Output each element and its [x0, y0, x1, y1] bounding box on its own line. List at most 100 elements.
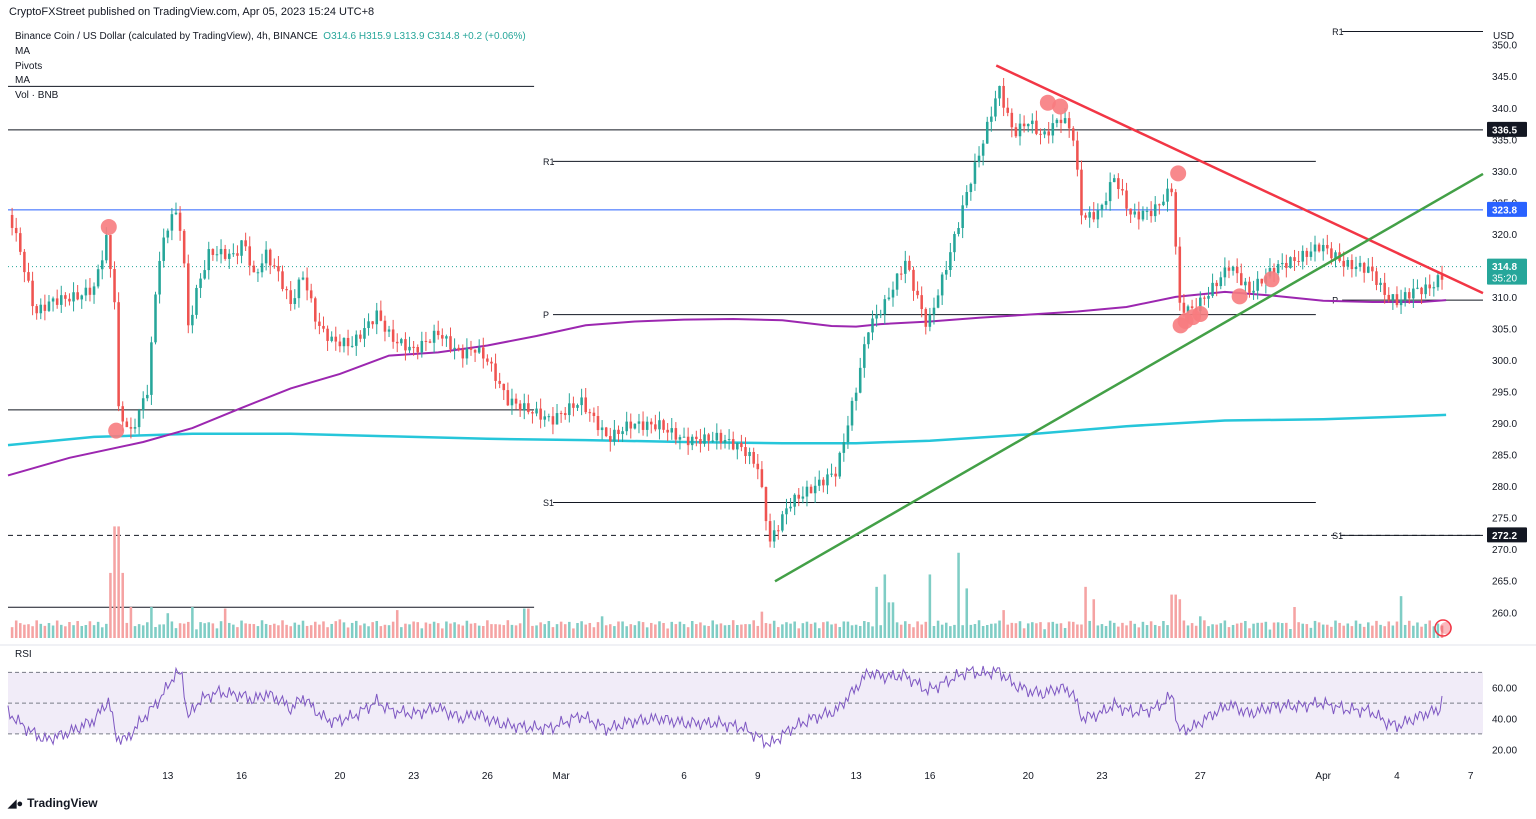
- indicator-ma-1[interactable]: MA: [15, 45, 30, 57]
- volume-bar-7: [39, 623, 43, 638]
- volume-bar-281: [1162, 621, 1165, 638]
- volume-bar-314: [1297, 622, 1300, 638]
- candle-body-315: [1301, 250, 1304, 262]
- candle-body-210: [871, 318, 874, 333]
- candle-body-87: [367, 321, 370, 329]
- price-tick-12: 285.0: [1492, 451, 1517, 462]
- candle-body-294: [1215, 282, 1218, 287]
- volume-bar-269: [1112, 622, 1116, 638]
- volume-bar-39: [170, 621, 174, 638]
- volume-bar-241: [998, 620, 1001, 638]
- candle-body-92: [387, 329, 391, 332]
- candle-body-244: [1010, 112, 1014, 128]
- volume-bar-290: [1199, 616, 1202, 638]
- volume-bar-138: [576, 623, 579, 638]
- price-tick-7: 310.0: [1492, 293, 1517, 304]
- candle-body-343: [1416, 287, 1419, 289]
- volume-bar-293: [1211, 624, 1214, 638]
- candle-body-291: [1203, 297, 1206, 299]
- candle-body-331: [1367, 266, 1370, 273]
- touch-markers: [100, 94, 1280, 439]
- volume-bar-44: [191, 607, 194, 638]
- candle-body-199: [826, 474, 829, 486]
- volume-bar-238: [985, 625, 989, 638]
- volume-bar-111: [465, 620, 469, 638]
- pivot-label-1: P: [543, 310, 549, 320]
- candle-body-114: [477, 347, 481, 353]
- volume-bar-165: [686, 627, 690, 638]
- candle-body-138: [576, 405, 579, 408]
- currency-label: USD: [1493, 31, 1514, 42]
- volume-bar-30: [133, 626, 137, 638]
- candle-body-18: [84, 287, 88, 296]
- volume-bar-248: [1026, 623, 1030, 638]
- volume-bar-123: [514, 625, 518, 638]
- volume-bar-340: [1403, 624, 1407, 638]
- candle-body-133: [555, 413, 559, 425]
- candle-body-11: [55, 298, 59, 305]
- volume-bar-224: [928, 574, 932, 638]
- volume-bar-86: [363, 623, 366, 638]
- volume-bar-160: [666, 628, 669, 638]
- volume-bar-173: [719, 623, 723, 638]
- volume-bar-32: [141, 625, 145, 638]
- volume-bar-228: [944, 622, 948, 638]
- volume-bar-263: [1088, 620, 1091, 638]
- footer-brand[interactable]: ◢● TradingView: [8, 796, 98, 810]
- candle-body-82: [346, 337, 350, 347]
- candle-body-317: [1309, 251, 1313, 257]
- trendlines[interactable]: [774, 64, 1484, 583]
- candle-body-38: [166, 230, 170, 238]
- indicator-ma-2[interactable]: MA: [15, 75, 30, 87]
- volume-bar-316: [1305, 624, 1309, 638]
- x-tick-5: Mar: [553, 771, 571, 782]
- candle-body-134: [559, 413, 563, 415]
- volume-bar-27: [121, 572, 124, 638]
- candle-body-193: [801, 496, 805, 499]
- candle-body-159: [662, 420, 665, 430]
- volume-bar-122: [510, 624, 514, 638]
- candle-body-209: [867, 332, 870, 345]
- candle-body-166: [690, 436, 694, 446]
- volume-bar-179: [744, 624, 747, 638]
- indicator-volume[interactable]: Vol · BNB: [15, 90, 59, 102]
- candle-body-53: [227, 253, 231, 259]
- volume-bar-205: [850, 625, 854, 638]
- candle-body-222: [920, 295, 923, 310]
- candle-body-23: [105, 235, 108, 261]
- candle-body-22: [100, 260, 104, 270]
- volume-bar-278: [1149, 621, 1153, 638]
- indicator-pivots[interactable]: Pivots: [15, 60, 43, 72]
- candle-body-54: [232, 253, 235, 255]
- volume-bar-130: [543, 624, 547, 638]
- x-tick-6: 6: [681, 771, 687, 782]
- volume-bar-104: [436, 623, 440, 638]
- volume-bar-108: [453, 622, 456, 638]
- volume-bar-24: [109, 572, 112, 638]
- candle-body-111: [465, 348, 469, 359]
- volume-bar-79: [334, 621, 338, 638]
- candle-body-252: [1043, 131, 1046, 135]
- candle-body-46: [199, 278, 202, 288]
- candle-body-60: [256, 272, 260, 274]
- volume-bar-193: [801, 623, 805, 638]
- volume-bar-189: [785, 622, 788, 638]
- candle-body-33: [146, 394, 149, 399]
- touch-marker-4: [1170, 165, 1187, 182]
- volume-bar-72: [305, 625, 309, 638]
- candle-body-259: [1072, 128, 1075, 141]
- volume-bar-321: [1326, 624, 1329, 638]
- volume-bar-215: [891, 602, 895, 638]
- volume-bar-312: [1289, 629, 1292, 638]
- candle-body-40: [174, 212, 178, 215]
- volume-bar-180: [748, 624, 751, 638]
- candle-body-216: [895, 273, 899, 290]
- candle-body-304: [1256, 278, 1259, 291]
- candle-body-34: [150, 342, 153, 395]
- candle-body-116: [486, 358, 489, 362]
- candle-body-100: [420, 340, 424, 353]
- candle-body-89: [375, 310, 379, 325]
- candle-body-198: [822, 479, 825, 486]
- volume-bar-271: [1121, 622, 1124, 638]
